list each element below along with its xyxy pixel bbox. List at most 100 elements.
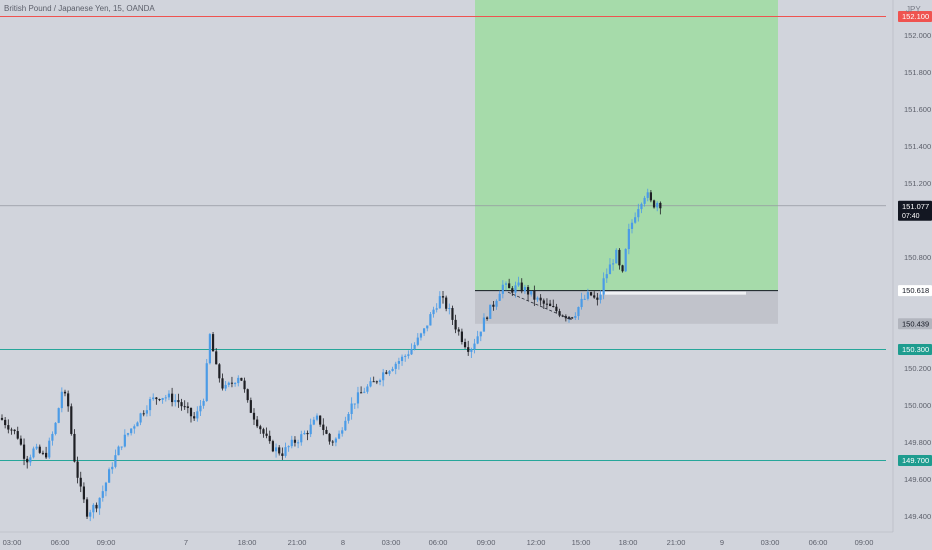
candle xyxy=(378,378,382,386)
candle-body xyxy=(186,406,189,408)
candle-body xyxy=(136,422,139,427)
candle-body xyxy=(649,192,652,201)
candle-body xyxy=(517,282,520,286)
candle xyxy=(589,291,593,297)
candle xyxy=(637,203,640,222)
candle xyxy=(51,431,54,446)
candle-body xyxy=(230,382,234,384)
candle-body xyxy=(152,397,155,400)
candle xyxy=(382,368,385,387)
candle xyxy=(196,406,199,422)
candle-body xyxy=(306,432,309,435)
candle-body xyxy=(523,287,526,292)
candle xyxy=(218,363,221,383)
candle xyxy=(536,296,539,302)
candle xyxy=(120,446,123,451)
candle-body xyxy=(38,446,41,453)
candle xyxy=(457,327,460,336)
candle-body xyxy=(637,209,640,218)
candle xyxy=(155,397,158,405)
candle-body xyxy=(85,499,89,517)
candle-body xyxy=(473,343,476,350)
candle xyxy=(312,416,315,426)
candle-body xyxy=(104,482,108,492)
candle-body xyxy=(111,466,114,470)
candle xyxy=(237,375,240,387)
candle xyxy=(32,446,35,459)
candle xyxy=(38,444,41,454)
time-tick-label: 18:00 xyxy=(238,538,257,547)
candle-body xyxy=(92,504,95,513)
candle xyxy=(545,298,549,309)
candle-body xyxy=(388,370,391,374)
candle-body xyxy=(240,377,243,381)
candle xyxy=(82,482,85,503)
candle-body xyxy=(514,285,517,293)
candle-body xyxy=(297,442,300,444)
candle-body xyxy=(375,381,378,383)
candle xyxy=(293,436,297,447)
candle xyxy=(265,427,268,439)
candle xyxy=(580,292,583,310)
candle xyxy=(73,429,76,463)
currency-label: JPY xyxy=(906,5,921,14)
candle xyxy=(549,299,552,307)
candle-body xyxy=(441,296,445,298)
candle-body xyxy=(145,410,148,414)
candle-body xyxy=(284,447,287,456)
candle-body xyxy=(95,504,98,509)
candle xyxy=(608,258,612,275)
candle xyxy=(473,338,476,354)
candle-body xyxy=(385,372,388,374)
price-tick-label: 151.600 xyxy=(904,105,931,114)
candle xyxy=(596,292,599,306)
candle-body xyxy=(463,341,467,348)
candle xyxy=(634,212,637,224)
candle-body xyxy=(545,303,549,305)
candle xyxy=(517,276,520,287)
candle-body xyxy=(227,382,230,385)
candle-body xyxy=(552,306,555,308)
candle-body xyxy=(16,431,19,439)
candle xyxy=(646,188,649,202)
candle-body xyxy=(196,411,199,419)
candle xyxy=(627,223,630,255)
candle-body xyxy=(350,403,353,415)
candle xyxy=(397,357,400,370)
price-label-text-current: 151.077 xyxy=(902,202,929,211)
candle xyxy=(413,342,416,351)
candle xyxy=(492,301,495,311)
loss-zone xyxy=(475,290,778,324)
candle xyxy=(571,316,574,319)
candle xyxy=(533,285,536,307)
time-tick-label: 03:00 xyxy=(382,538,401,547)
candle-body xyxy=(652,200,656,208)
candle xyxy=(429,312,432,326)
price-tick-label: 151.400 xyxy=(904,142,931,151)
candle-body xyxy=(45,452,48,458)
trend-arrow-head xyxy=(567,315,572,320)
candle xyxy=(76,456,79,484)
candle xyxy=(341,427,344,437)
candle-body xyxy=(130,428,133,434)
candle xyxy=(171,387,174,407)
candle-body xyxy=(63,391,67,394)
time-tick-label: 21:00 xyxy=(667,538,686,547)
candle xyxy=(215,348,218,365)
price-label-text-support-lower: 149.700 xyxy=(902,456,929,465)
candle xyxy=(114,449,117,469)
price-label-sub-current: 07:40 xyxy=(902,213,920,220)
candle-body xyxy=(659,202,662,209)
candle xyxy=(300,430,303,446)
candle-body xyxy=(303,432,306,435)
candle xyxy=(130,428,133,436)
candle xyxy=(555,303,558,314)
candle-body xyxy=(237,377,240,384)
candle-body xyxy=(394,363,397,369)
candle-body xyxy=(615,249,618,264)
candle xyxy=(542,298,545,309)
candle-body xyxy=(445,297,448,309)
candle xyxy=(593,291,596,299)
